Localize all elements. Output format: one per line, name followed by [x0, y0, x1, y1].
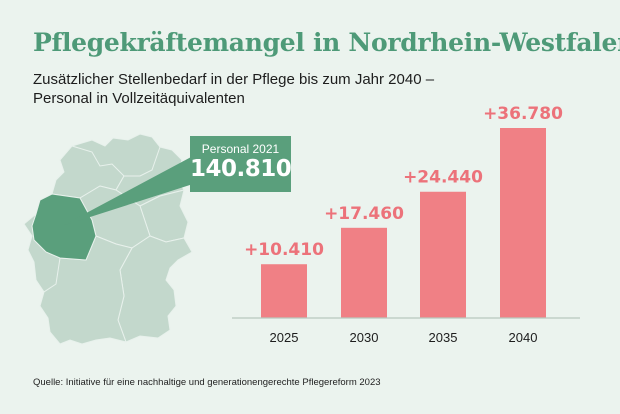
callout-pointer [62, 156, 193, 226]
bar-2040 [500, 128, 546, 318]
x-tick-label-2035: 2035 [429, 330, 458, 345]
subtitle-line-1: Zusätzlicher Stellenbedarf in der Pflege… [33, 71, 435, 88]
page-subtitle: Zusätzlicher Stellenbedarf in der Pflege… [33, 70, 434, 108]
region-nrw [31, 193, 97, 261]
x-tick-label-2025: 2025 [270, 330, 299, 345]
region-south [39, 235, 133, 345]
value-label-2025: +10.410 [244, 240, 324, 260]
callout-box: Personal 2021 140.810 [190, 136, 292, 192]
callout-value: 140.810 [190, 156, 292, 182]
value-label-2040: +36.780 [483, 104, 563, 124]
bar-2035 [420, 191, 466, 318]
subtitle-line-2: Personal in Vollzeitäquivalenten [33, 90, 245, 107]
callout-label: Personal 2021 [201, 142, 280, 156]
value-label-2030: +17.460 [324, 204, 404, 224]
x-tick-label-2040: 2040 [509, 330, 538, 345]
value-label-2035: +24.440 [403, 168, 483, 188]
page-title: Pflegekräftemangel in Nordrhein-Westfale… [33, 28, 620, 57]
bar-2025 [261, 264, 307, 318]
source-note: Quelle: Initiative für eine nachhaltige … [33, 377, 381, 388]
x-tick-label-2030: 2030 [350, 330, 379, 345]
bar-2030 [341, 227, 387, 318]
